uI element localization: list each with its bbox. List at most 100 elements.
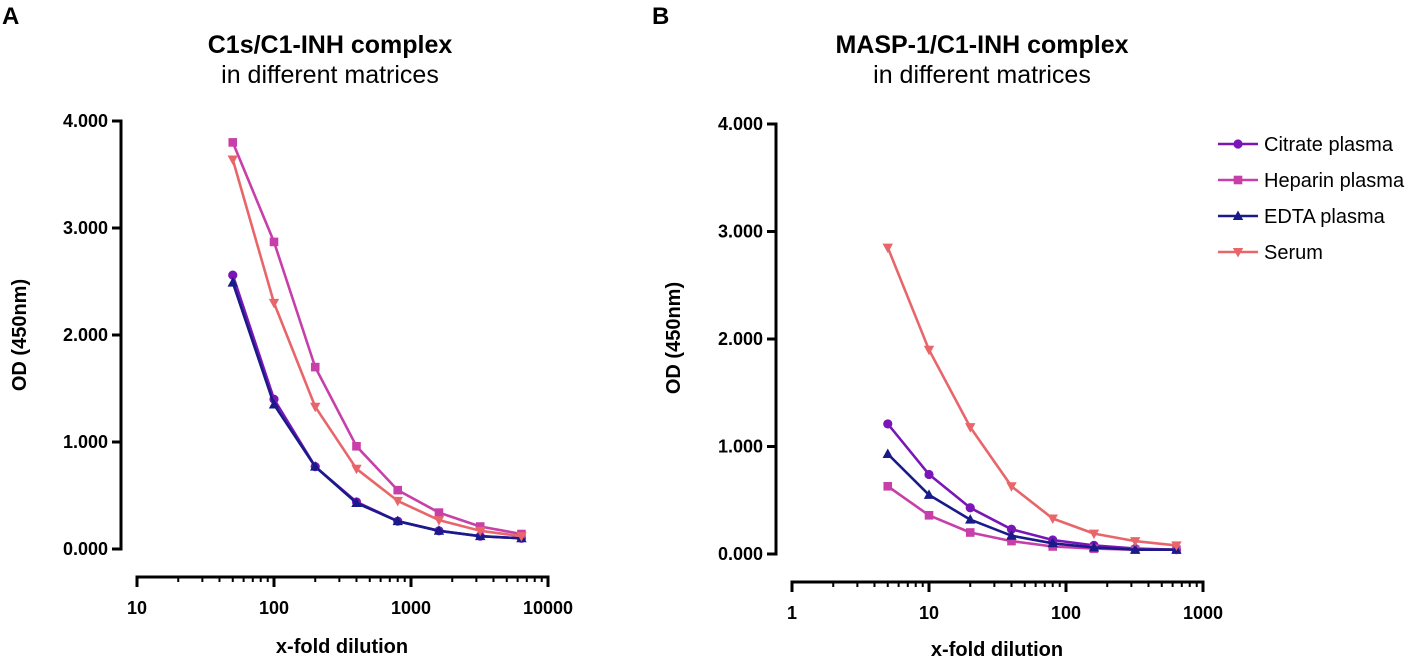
chart-b-point-citrate-plasma	[965, 503, 975, 513]
chart-a-point-edta-plasma	[268, 399, 280, 409]
chart-a-series-edta-plasma	[227, 277, 527, 543]
chart-b-ytick-label: 4.000	[718, 114, 763, 134]
chart-b-point-citrate-plasma	[924, 469, 934, 480]
chart-a-ytick-label: 1.000	[63, 432, 108, 452]
chart-a-xtick-label: 10	[127, 598, 147, 618]
chart-b-line-edta-plasma	[886, 453, 1177, 552]
chart-b-point-edta-plasma	[1130, 544, 1141, 554]
legend-label: EDTA plasma	[1264, 206, 1386, 228]
chart-b-ylabel: OD (450nm)	[663, 282, 685, 394]
chart-a-subtitle: in different matrices	[221, 61, 439, 89]
chart-a-line-serum	[231, 159, 522, 538]
chart-a-ytick-label: 0.000	[63, 539, 108, 559]
chart-b-ytick-label: 2.000	[718, 329, 763, 349]
legend-label: Citrate plasma	[1264, 134, 1394, 156]
chart-a-point-edta-plasma	[227, 277, 238, 287]
chart-b-point-edta-plasma	[882, 448, 893, 459]
chart-a-point-serum	[351, 464, 362, 475]
chart-b-point-heparin-plasma	[965, 528, 975, 537]
chart-b-point-serum	[1171, 541, 1182, 551]
chart-a-point-heparin-plasma	[352, 441, 361, 451]
chart-b-point-serum	[1047, 514, 1058, 525]
chart-a-ytick-label: 4.000	[63, 111, 108, 131]
chart-b-point-citrate-plasma	[883, 419, 893, 429]
legend-label: Heparin plasma	[1264, 170, 1405, 192]
chart-a-ylabel: OD (450nm)	[9, 279, 31, 391]
chart-b-point-edta-plasma	[1006, 530, 1017, 540]
legend: Citrate plasma Heparin plasma EDTA plasma S…	[1218, 134, 1405, 264]
chart-b-title: MASP-1/C1-INH complex	[835, 31, 1128, 59]
legend-swatch-marker	[1232, 210, 1244, 220]
chart-a-xtick-label: 10000	[523, 598, 573, 618]
chart-a-title: C1s/C1-INH complex	[208, 31, 453, 59]
legend-swatch-marker	[1232, 248, 1244, 258]
panel-b-label: B	[652, 3, 669, 30]
chart-b-ytick-label: 3.000	[718, 222, 763, 242]
chart-b-xtick-label: 1	[787, 603, 797, 623]
legend-item-edta-plasma: EDTA plasma	[1218, 206, 1386, 228]
chart-b-point-heparin-plasma	[1007, 536, 1016, 546]
chart-b-point-edta-plasma	[923, 489, 935, 499]
chart-b-point-serum	[882, 243, 893, 254]
chart-a-series-serum	[227, 155, 527, 542]
chart-a-point-heparin-plasma	[228, 138, 238, 147]
chart-b-line-serum	[886, 247, 1177, 547]
chart-b-point-citrate-plasma	[1006, 524, 1017, 534]
chart-b-point-serum	[1006, 482, 1017, 492]
chart-a-point-serum	[392, 496, 403, 507]
chart-a-line-heparin-plasma	[231, 141, 522, 536]
chart-a-xtick-label: 1000	[391, 598, 431, 618]
chart-a-ytick-label: 3.000	[63, 218, 108, 238]
chart-a-line-edta-plasma	[231, 282, 522, 540]
chart-b-point-serum	[1130, 537, 1141, 547]
chart-b-ytick-label: 1.000	[718, 437, 763, 457]
legend-swatch-marker	[1233, 139, 1243, 149]
chart-a-plot: 0.000 1.000 2.000 3.000 4.000 10 100 1000 10000	[63, 111, 573, 618]
legend-swatch-marker	[1233, 175, 1243, 185]
legend-item-serum: Serum	[1218, 242, 1323, 264]
chart-b-plot: 0.000 1.000 2.000 3.000 4.000 1 10 100 1000	[718, 114, 1223, 623]
chart-b-point-serum	[965, 423, 976, 433]
chart-b-line-citrate-plasma	[886, 423, 1177, 551]
chart-b-point-edta-plasma	[1047, 537, 1058, 548]
chart-a-point-serum	[310, 402, 321, 413]
chart-a-point-serum	[433, 516, 445, 526]
chart-a-point-serum	[227, 155, 238, 166]
legend-item-heparin-plasma: Heparin plasma	[1218, 170, 1405, 192]
chart-b-xlabel: x-fold dilution	[931, 639, 1063, 658]
chart-b-point-serum	[1088, 529, 1100, 540]
chart-a-point-citrate-plasma	[228, 270, 238, 280]
chart-a-point-edta-plasma	[392, 515, 403, 526]
chart-b-xtick-label: 1000	[1183, 603, 1223, 623]
chart-a-point-serum	[516, 532, 527, 542]
legend-item-citrate-plasma: Citrate plasma	[1218, 134, 1394, 156]
chart-b-point-edta-plasma	[1088, 542, 1100, 552]
chart-b-series-citrate-plasma	[883, 419, 1182, 555]
chart-a-point-edta-plasma	[310, 461, 321, 471]
chart-b-point-serum	[923, 345, 935, 356]
chart-b-xtick-label: 10	[919, 603, 939, 623]
chart-a-series-heparin-plasma	[228, 138, 526, 539]
chart-a-point-edta-plasma	[351, 497, 362, 507]
chart-b-point-edta-plasma	[965, 514, 976, 524]
chart-b-point-heparin-plasma	[883, 481, 893, 491]
chart-b-point-heparin-plasma	[924, 511, 934, 520]
chart-a-xtick-label: 100	[259, 598, 289, 618]
chart-a-point-edta-plasma	[433, 525, 445, 535]
chart-b-subtitle: in different matrices	[873, 61, 1091, 89]
chart-a-point-heparin-plasma	[393, 485, 403, 495]
legend-label: Serum	[1264, 242, 1323, 264]
chart-a-xlabel: x-fold dilution	[276, 636, 408, 658]
chart-b-xtick-label: 100	[1051, 603, 1081, 623]
chart-b-series-serum	[882, 243, 1182, 551]
chart-a-point-heparin-plasma	[310, 362, 320, 372]
chart-a-point-heparin-plasma	[475, 522, 485, 531]
chart-b-ytick-label: 0.000	[718, 544, 763, 564]
chart-a-point-heparin-plasma	[434, 508, 444, 517]
chart-a-point-serum	[268, 298, 280, 309]
panel-a-label: A	[2, 3, 19, 30]
chart-a-point-serum	[475, 526, 486, 537]
chart-a-ytick-label: 2.000	[63, 325, 108, 345]
chart-a-point-heparin-plasma	[269, 237, 279, 247]
